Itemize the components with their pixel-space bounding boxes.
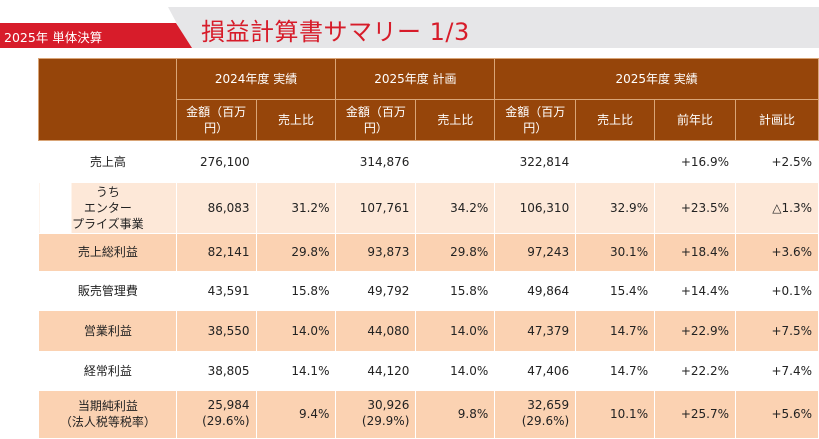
table-cell: +16.9%: [654, 140, 737, 183]
table-row: 売上総利益 82,141 29.8% 93,873 29.8% 97,243 30.1% +1…: [38, 233, 819, 272]
table-cell: 49,864: [494, 271, 577, 311]
table-row: 販売管理費 43,591 15.8% 49,792 15.8% 49,864 15.4% +1…: [38, 271, 819, 311]
table-row: 経常利益 38,805 14.1% 44,120 14.0% 47,406 14.7% +22…: [38, 351, 819, 391]
table-cell: 30.1%: [575, 233, 656, 272]
table-cell: +23.5%: [654, 182, 737, 234]
column-header: 計画比: [735, 99, 819, 141]
row-label: 営業利益: [38, 311, 177, 352]
group-header-2025-plan: 2025年度 計画: [335, 58, 496, 100]
column-header: 金額（百万円）: [335, 99, 417, 141]
column-header: 売上比: [415, 99, 496, 141]
column-header: 売上比: [575, 99, 656, 141]
table-row: 売上高 276,100 314,876 322,814 +16.9% +2.5%: [38, 140, 819, 183]
table-cell: 314,876: [335, 140, 417, 183]
table-cell: 14.0%: [255, 311, 337, 352]
row-label: 当期純利益 （法人税等税率）: [38, 391, 177, 439]
table-cell: 14.7%: [575, 311, 656, 352]
table-cell: +18.4%: [654, 233, 737, 272]
table-cell: 47,406: [494, 351, 577, 391]
table-cell: 14.7%: [575, 351, 656, 391]
table-cell: 29.8%: [415, 233, 496, 272]
table-cell: 97,243: [494, 233, 577, 272]
table-cell: +25.7%: [654, 391, 737, 439]
column-header: 金額（百万円）: [494, 99, 577, 141]
section-banner: [0, 23, 192, 48]
table-cell: 34.2%: [415, 182, 496, 234]
table-cell: +22.9%: [654, 311, 737, 352]
group-header-2025-actual: 2025年度 実績: [494, 58, 819, 100]
table-cell: [255, 140, 337, 183]
table-cell: 93,873: [335, 233, 417, 272]
table-row: うち エンター プライズ事業 86,083 31.2% 107,761 34.2% 106,3…: [38, 182, 819, 234]
table-cell: 44,120: [335, 351, 417, 391]
table-cell: 106,310: [494, 182, 577, 234]
table-cell: 30,926 (29.9%): [335, 391, 417, 439]
table-cell: 31.2%: [255, 182, 337, 234]
row-label: 販売管理費: [38, 271, 177, 311]
table-cell: +0.1%: [735, 271, 819, 311]
page-title: 損益計算書サマリー 1/3: [201, 18, 470, 46]
table-cell: 15.8%: [255, 271, 337, 311]
table-cell: +5.6%: [735, 391, 819, 439]
table-cell: 32,659 (29.6%): [494, 391, 577, 439]
table-cell: 276,100: [175, 140, 257, 183]
table-cell: 38,550: [175, 311, 257, 352]
table-cell: [415, 140, 496, 183]
table-cell: +3.6%: [735, 233, 819, 272]
table-row: 営業利益 38,550 14.0% 44,080 14.0% 47,379 14.7% +22…: [38, 311, 819, 352]
table-cell: 43,591: [175, 271, 257, 311]
row-label: 売上総利益: [38, 233, 177, 272]
table-cell: 38,805: [175, 351, 257, 391]
table-cell: △1.3%: [735, 182, 819, 234]
table-cell: 14.1%: [255, 351, 337, 391]
table-cell: +22.2%: [654, 351, 737, 391]
table-cell: 322,814: [494, 140, 577, 183]
table-cell: [575, 140, 656, 183]
table-cell: 82,141: [175, 233, 257, 272]
column-header: 金額（百万円）: [175, 99, 257, 141]
table-cell: 14.0%: [415, 351, 496, 391]
row-label: 経常利益: [38, 351, 177, 391]
title-banner-background: [168, 7, 819, 48]
table-cell: 10.1%: [575, 391, 656, 439]
table-cell: +14.4%: [654, 271, 737, 311]
table-cell: +7.5%: [735, 311, 819, 352]
table-cell: 44,080: [335, 311, 417, 352]
section-label: 2025年 単体決算: [4, 30, 103, 45]
table-cell: +2.5%: [735, 140, 819, 183]
group-header-2024-actual: 2024年度 実績: [175, 58, 337, 100]
row-label: 売上高: [38, 140, 177, 183]
table-cell: 29.8%: [255, 233, 337, 272]
column-header: 前年比: [654, 99, 737, 141]
column-header: 売上比: [255, 99, 337, 141]
table-cell: 86,083: [175, 182, 257, 234]
table-cell: +7.4%: [735, 351, 819, 391]
table-cell: 15.4%: [575, 271, 656, 311]
table-cell: 9.8%: [415, 391, 496, 439]
table-cell: 32.9%: [575, 182, 656, 234]
income-statement-table: 2024年度 実績 2025年度 計画 2025年度 実績 金額（百万円） 売上比…: [38, 58, 819, 439]
table-cell: 49,792: [335, 271, 417, 311]
table-cell: 47,379: [494, 311, 577, 352]
table-cell: 15.8%: [415, 271, 496, 311]
table-cell: 14.0%: [415, 311, 496, 352]
row-label: うち エンター プライズ事業: [38, 182, 177, 234]
table-cell: 107,761: [335, 182, 417, 234]
table-cell: 25,984 (29.6%): [175, 391, 257, 439]
table-cell: 9.4%: [255, 391, 337, 439]
table-row: 当期純利益 （法人税等税率） 25,984 (29.6%) 9.4% 30,926 (29.…: [38, 391, 819, 439]
corner-header: [38, 58, 177, 141]
